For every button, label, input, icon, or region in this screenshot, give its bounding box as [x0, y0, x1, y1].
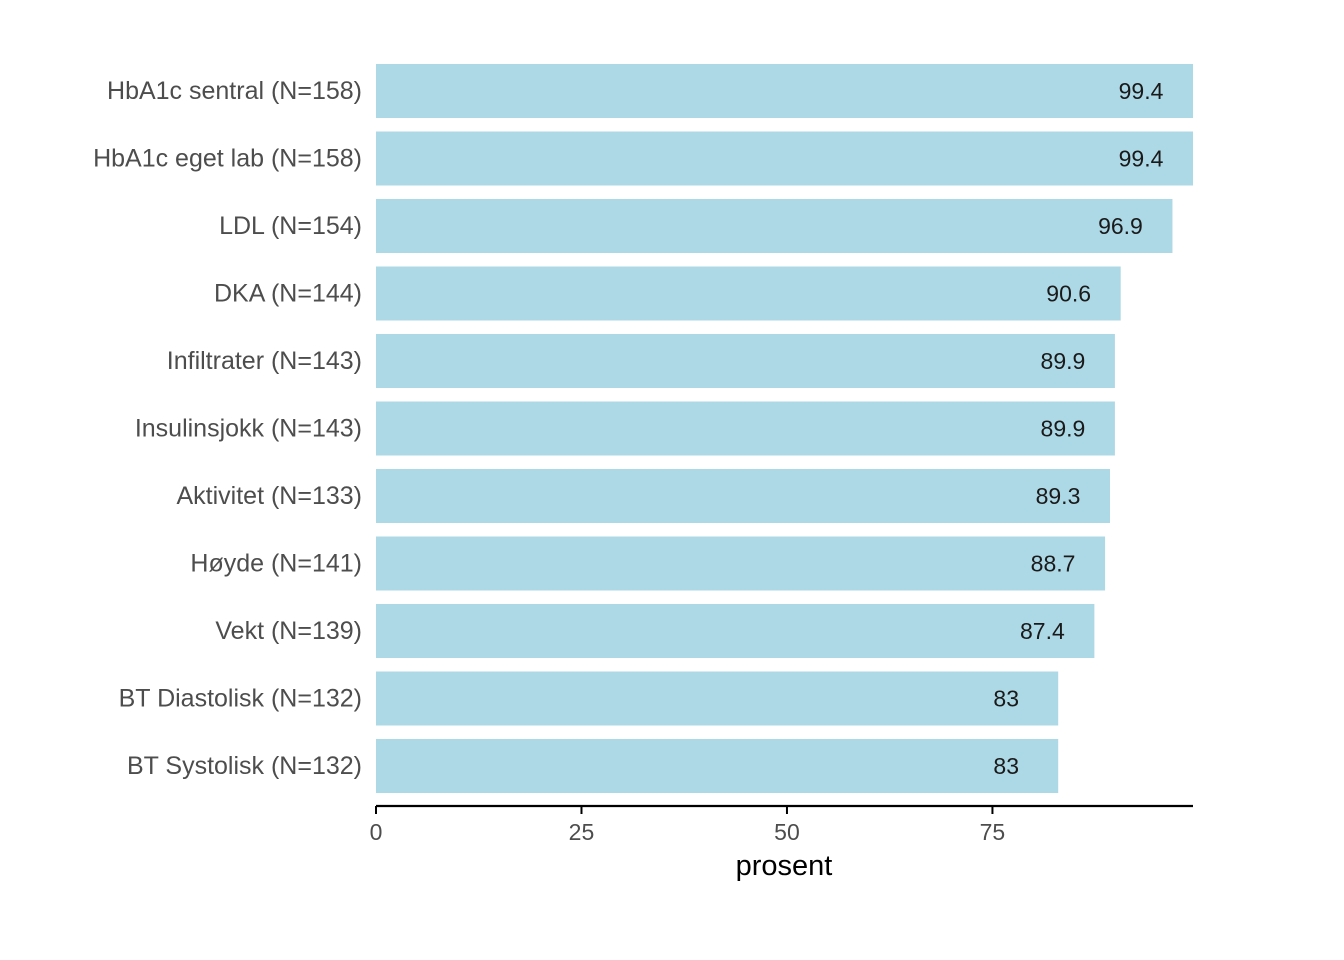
category-label: Aktivitet (N=133): [177, 482, 363, 510]
bar: [376, 536, 1106, 591]
bar: [376, 64, 1193, 118]
value-label: 87.4: [1020, 618, 1065, 644]
bar: [376, 334, 1115, 388]
category-label: BT Systolisk (N=132): [127, 752, 362, 780]
value-label: 83: [993, 753, 1019, 779]
category-label: HbA1c eget lab (N=158): [93, 145, 362, 173]
x-tick-label: 25: [569, 819, 595, 845]
bars-layer: [376, 64, 1193, 793]
value-label: 89.9: [1041, 348, 1086, 374]
bar: [376, 266, 1121, 321]
category-label: DKA (N=144): [214, 280, 362, 308]
bar: [376, 469, 1110, 523]
x-tick-label: 50: [774, 819, 800, 845]
category-label: BT Diastolisk (N=132): [119, 685, 362, 713]
value-label: 83: [993, 686, 1019, 712]
value-label: 99.4: [1119, 146, 1164, 172]
category-label: Insulinsjokk (N=143): [135, 415, 362, 443]
category-label: HbA1c sentral (N=158): [107, 77, 362, 105]
category-label: Vekt (N=139): [215, 617, 362, 645]
value-label: 88.7: [1031, 551, 1076, 577]
bar: [376, 604, 1095, 658]
value-label: 89.3: [1036, 483, 1081, 509]
value-label: 90.6: [1046, 281, 1091, 307]
category-label: Høyde (N=141): [190, 550, 362, 578]
value-labels: 99.4 99.4 96.9 90.6 89.9 89.9 89.3 88.7 87.4 83 83: [993, 78, 1163, 779]
x-axis: 0 25 50 75: [370, 804, 1193, 845]
bar: [376, 739, 1059, 793]
x-tick-label: 0: [370, 819, 383, 845]
value-label: 99.4: [1119, 78, 1164, 104]
category-labels: HbA1c sentral (N=158) HbA1c eget lab (N=1…: [93, 77, 362, 780]
bar: [376, 401, 1115, 456]
value-label: 89.9: [1041, 416, 1086, 442]
value-label: 96.9: [1098, 213, 1143, 239]
x-axis-title: prosent: [736, 850, 833, 882]
bar: [376, 131, 1193, 186]
x-tick-label: 75: [980, 819, 1006, 845]
category-label: Infiltrater (N=143): [167, 347, 362, 375]
category-label: LDL (N=154): [219, 212, 362, 240]
bar: [376, 199, 1173, 253]
bar: [376, 671, 1059, 726]
